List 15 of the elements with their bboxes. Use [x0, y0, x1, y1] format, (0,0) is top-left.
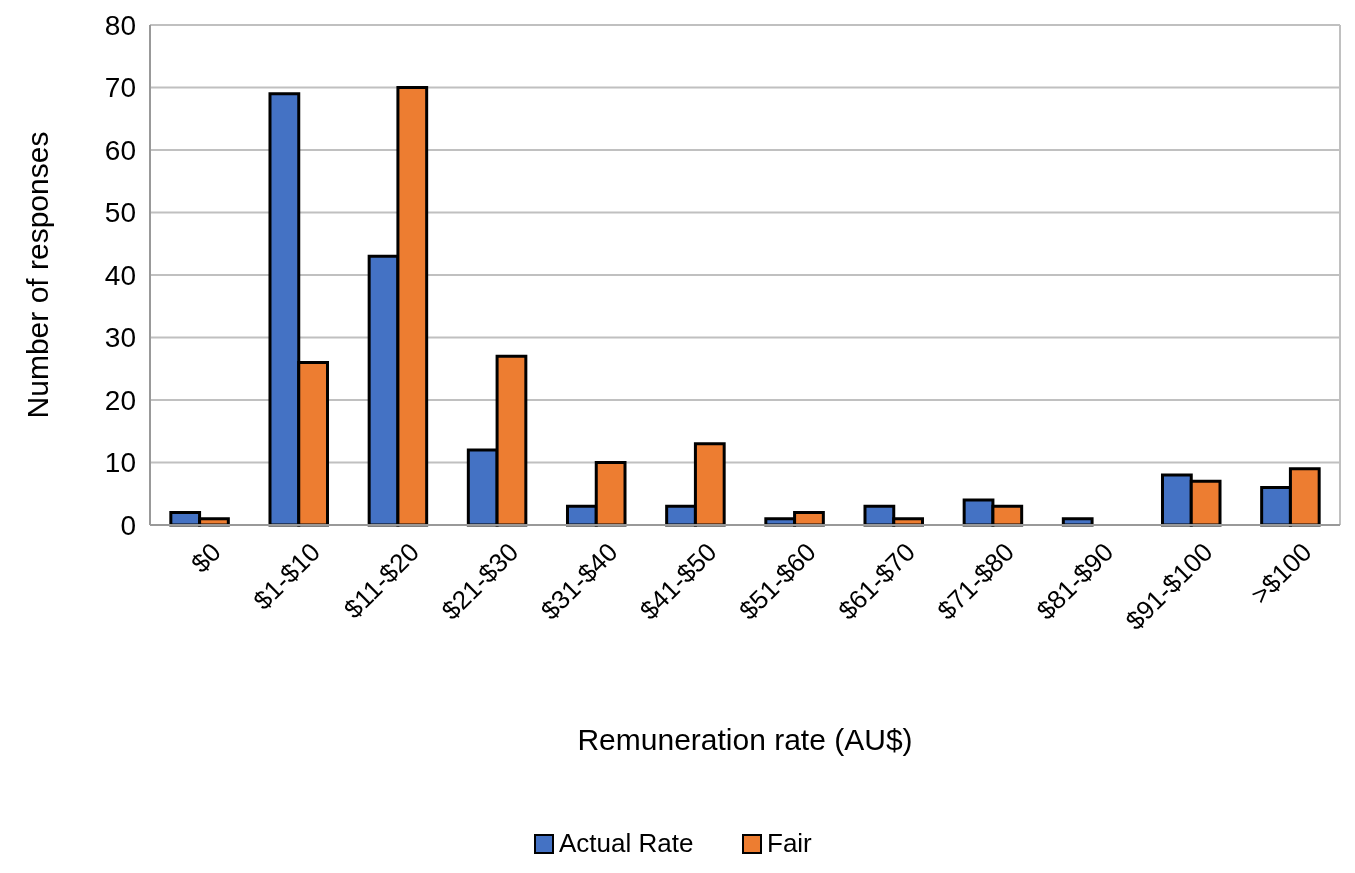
- x-tick-label: $0: [185, 536, 227, 579]
- legend-label: Actual Rate: [559, 828, 694, 858]
- y-tick-label: 0: [120, 509, 136, 541]
- y-tick-label: 60: [104, 134, 136, 166]
- bar: [1061, 517, 1094, 527]
- x-axis-title: Remuneration rate (AU$): [577, 723, 913, 756]
- y-tick-label: 70: [104, 72, 136, 104]
- y-tick-label: 40: [104, 259, 136, 291]
- y-axis-title: Number of responses: [21, 131, 54, 419]
- legend-label: Fair: [767, 828, 813, 858]
- y-tick-label: 10: [104, 447, 136, 479]
- y-tick-label: 50: [104, 197, 136, 229]
- y-tick-label: 30: [104, 322, 136, 354]
- y-tick-label: 20: [104, 384, 136, 416]
- y-tick-label: 80: [104, 9, 136, 41]
